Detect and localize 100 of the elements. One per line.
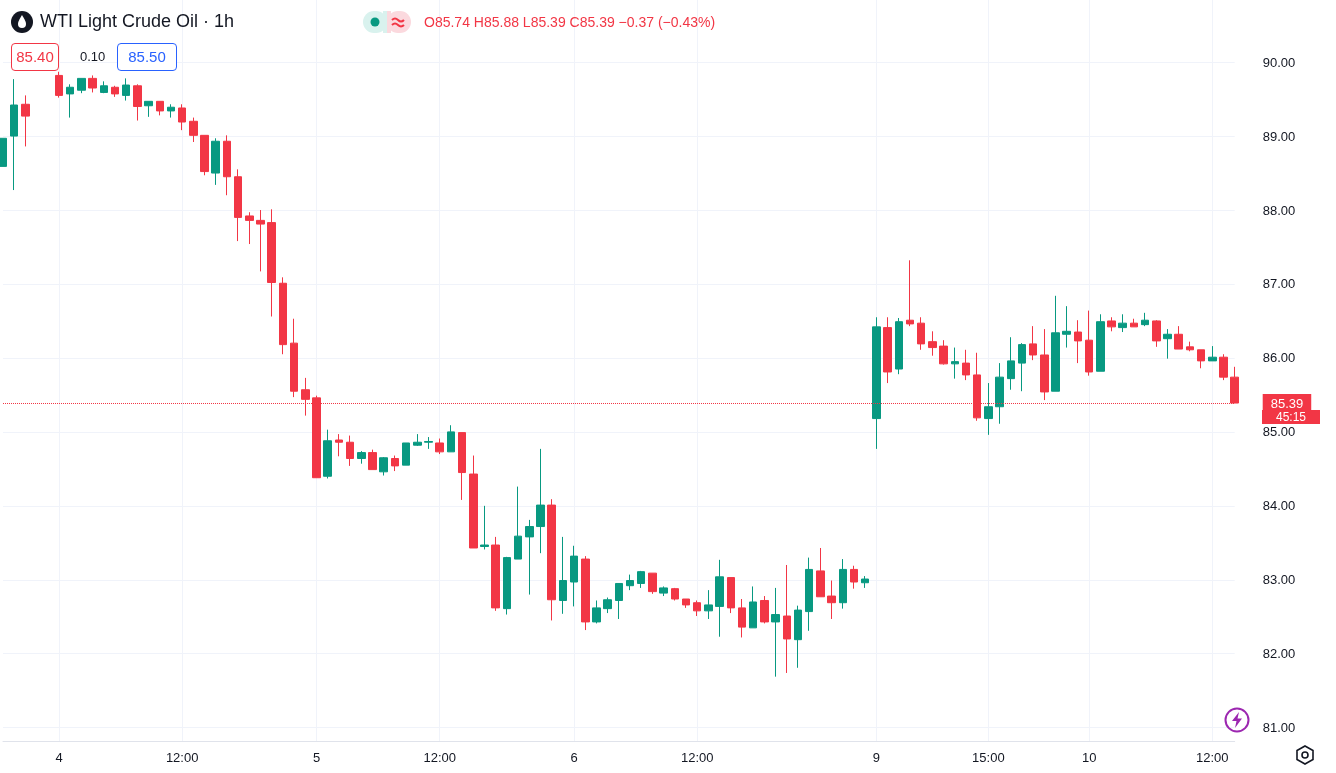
candlestick <box>827 580 836 620</box>
candlestick <box>682 598 690 609</box>
candlestick <box>256 209 265 272</box>
candlestick <box>592 599 601 624</box>
candlestick <box>1197 349 1205 369</box>
candlestick <box>715 559 724 638</box>
candlestick <box>178 103 186 131</box>
candlestick <box>1186 341 1194 352</box>
x-tick-label: 12:00 <box>423 750 456 765</box>
y-tick-label: 87.00 <box>1262 276 1296 292</box>
annotation: 85.50 <box>117 43 177 71</box>
candlestick <box>234 168 242 242</box>
candlestick <box>995 362 1004 425</box>
candlestick <box>88 74 97 93</box>
candlestick <box>223 134 231 196</box>
y-tick-label: 84.00 <box>1262 498 1296 514</box>
candlestick <box>603 597 612 614</box>
candlestick <box>637 570 645 589</box>
candlestick <box>547 498 556 621</box>
candlestick <box>850 565 858 590</box>
ref-line-label: 85.39 <box>1270 395 1304 411</box>
candlestick <box>704 589 713 620</box>
candlestick <box>111 85 119 98</box>
candlestick <box>379 456 388 477</box>
text: 45:15 <box>1262 410 1320 424</box>
x-tick-label: 15:00 <box>972 750 1005 765</box>
candlestick <box>928 330 937 357</box>
candlestick <box>1096 313 1105 372</box>
candlestick <box>805 557 813 632</box>
candlestick <box>10 78 18 191</box>
text: WTI Light Crude Oil · 1h <box>40 11 235 32</box>
candlestick <box>245 211 254 245</box>
candlestick <box>469 455 478 549</box>
candlestick <box>0 137 7 167</box>
y-tick-label: 81.00 <box>1262 720 1296 736</box>
candlestick <box>514 486 522 560</box>
candlestick <box>1152 319 1161 348</box>
candlestick <box>939 339 948 366</box>
x-tick-label: 12:00 <box>165 750 199 765</box>
y-tick-label: 83.00 <box>1262 572 1296 588</box>
candlestick <box>1040 328 1049 401</box>
candlestick <box>447 424 455 453</box>
candlestick <box>144 100 153 118</box>
x-tick-label: 4 <box>55 750 63 765</box>
candlestick <box>525 519 534 596</box>
candlestick <box>1118 313 1127 333</box>
candlestick <box>794 605 802 669</box>
candlestick <box>906 259 914 327</box>
candlestick <box>424 436 433 450</box>
candlestick <box>816 547 825 598</box>
candlestick <box>156 100 164 116</box>
candlestick <box>536 448 545 554</box>
y-tick-label: 89.00 <box>1262 128 1296 144</box>
candlestick <box>615 582 623 620</box>
candlestick <box>1130 318 1138 328</box>
x-tick-label: 6 <box>570 750 578 765</box>
candlestick <box>895 317 903 375</box>
candlestick <box>402 442 410 466</box>
candlestick <box>491 536 500 612</box>
candlestick <box>189 117 198 143</box>
candlestick <box>1074 319 1082 364</box>
candlestick <box>368 449 377 471</box>
y-tick-label: 82.00 <box>1262 646 1296 662</box>
candlestick <box>413 433 422 447</box>
candlestick <box>1007 336 1015 391</box>
annotation: 0.10 <box>80 48 106 66</box>
y-tick-label: 90.00 <box>1262 54 1296 70</box>
candlestick <box>167 103 175 119</box>
candlestick <box>570 545 578 607</box>
candlestick <box>727 577 735 614</box>
candlestick <box>1051 295 1060 392</box>
candlestick <box>749 585 757 629</box>
candlestick <box>335 433 343 457</box>
candlestick <box>738 598 746 638</box>
candlestick <box>323 429 332 479</box>
candlestick <box>267 208 276 318</box>
y-tick-label: 88.00 <box>1262 202 1296 218</box>
candlestick <box>581 555 590 631</box>
candlestick <box>55 71 63 99</box>
candlestick <box>279 276 287 355</box>
candlestick <box>1029 325 1037 361</box>
candlestick <box>951 347 959 380</box>
candlestick <box>1085 310 1093 377</box>
candlestick <box>480 505 489 550</box>
candlestick <box>77 77 86 94</box>
candlestick <box>760 595 769 624</box>
candlestick <box>211 137 220 186</box>
x-tick-label: 10 <box>1081 750 1097 765</box>
candlestick <box>133 83 142 122</box>
candlestick <box>1208 345 1217 362</box>
candlestick <box>1107 316 1116 332</box>
candlestick <box>883 316 892 384</box>
candlestick <box>346 435 354 467</box>
y-tick-label: 85.00 <box>1262 424 1296 440</box>
candlestick <box>984 382 993 436</box>
candlestick <box>693 599 701 617</box>
candlestick <box>458 432 466 501</box>
candlestick <box>290 318 298 398</box>
x-tick-label: 5 <box>312 750 321 765</box>
candlestick <box>21 94 30 147</box>
